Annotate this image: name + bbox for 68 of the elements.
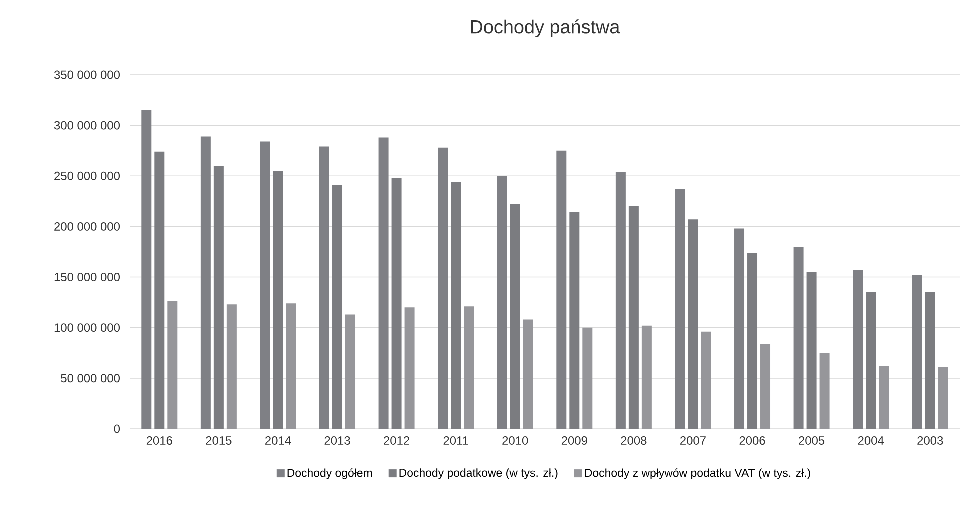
x-tick-label: 2008 xyxy=(621,436,647,445)
bar xyxy=(628,206,639,429)
legend-label: Dochody z wpływów podatku VAT (w tys. zł.) xyxy=(585,468,810,480)
y-tick-label: 100 000 000 xyxy=(54,324,120,332)
y-tick-label: 150 000 000 xyxy=(54,273,120,282)
bar xyxy=(853,270,864,429)
bar xyxy=(497,176,508,429)
bar xyxy=(260,142,270,429)
bar xyxy=(866,292,876,429)
bar xyxy=(925,292,936,429)
y-tick-label: 0 xyxy=(114,424,120,434)
legend-label: Dochody ogółem xyxy=(288,468,372,480)
bar xyxy=(734,228,745,429)
y-tick-label: 350 000 000 xyxy=(54,70,120,80)
bar xyxy=(392,178,402,429)
bar xyxy=(286,304,296,429)
bar xyxy=(688,220,698,429)
y-tick-label: 50 000 000 xyxy=(61,374,120,383)
chart-title: Dochody państwa xyxy=(471,20,620,38)
y-tick-label: 200 000 000 xyxy=(54,222,120,231)
x-tick-label: 2016 xyxy=(146,436,172,445)
legend-label: Dochody podatkowe (w tys. zł.) xyxy=(400,468,558,480)
bar xyxy=(200,136,211,429)
bar xyxy=(404,308,415,429)
x-tick-label: 2004 xyxy=(858,436,884,445)
bar xyxy=(912,275,922,429)
x-tick-label: 2011 xyxy=(444,436,468,445)
x-tick-label: 2009 xyxy=(562,436,588,445)
bar xyxy=(806,272,817,429)
bar xyxy=(226,304,237,429)
bar xyxy=(938,367,948,429)
x-tick-label: 2007 xyxy=(680,436,706,445)
x-tick-label: 2014 xyxy=(266,436,292,445)
bar xyxy=(820,353,830,429)
x-tick-label: 2012 xyxy=(384,436,410,445)
x-tick-label: 2015 xyxy=(206,436,232,445)
bar xyxy=(273,171,284,429)
bar xyxy=(582,328,593,429)
bar xyxy=(570,212,580,429)
x-tick-label: 2003 xyxy=(918,436,944,445)
bar xyxy=(642,326,652,429)
y-tick-label: 300 000 000 xyxy=(54,121,120,130)
bar xyxy=(523,320,534,429)
bar xyxy=(168,302,178,429)
bar xyxy=(142,110,152,429)
bar xyxy=(760,344,771,429)
bar xyxy=(346,314,356,429)
x-tick-label: 2013 xyxy=(324,436,350,445)
x-tick-label: 2005 xyxy=(799,436,825,445)
bar xyxy=(748,253,758,429)
bar xyxy=(214,166,224,429)
bar xyxy=(510,204,520,429)
bar xyxy=(332,185,343,429)
bar xyxy=(378,138,389,429)
bar xyxy=(154,152,165,429)
y-tick-label: 250 000 000 xyxy=(54,172,120,180)
bar xyxy=(879,366,890,429)
bar xyxy=(616,172,626,429)
bar xyxy=(701,332,712,429)
bar xyxy=(675,189,686,429)
bar xyxy=(451,182,462,429)
x-tick-label: 2010 xyxy=(502,436,528,445)
bar xyxy=(794,246,804,429)
bar xyxy=(464,306,474,429)
bar xyxy=(438,148,448,429)
bar xyxy=(556,150,567,429)
bar xyxy=(320,146,330,429)
x-tick-label: 2006 xyxy=(740,436,766,445)
